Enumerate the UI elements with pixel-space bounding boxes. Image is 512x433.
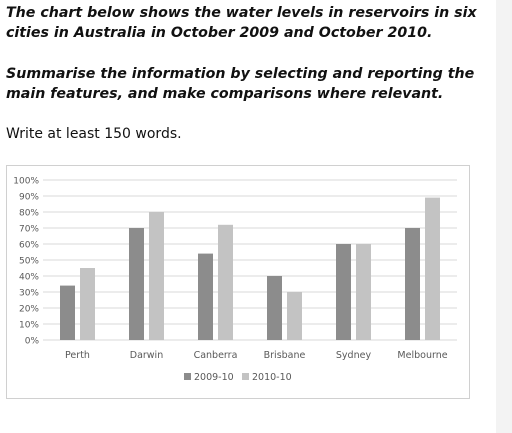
x-tick-label: Canberra [194, 350, 238, 361]
task-summary-instruction: Summarise the information by selecting a… [6, 66, 475, 102]
y-tick-label: 50% [19, 257, 39, 267]
bar-2009-10-sydney [336, 244, 351, 340]
y-tick-label: 100% [13, 177, 39, 187]
y-tick-label: 70% [19, 225, 39, 235]
y-tick-label: 40% [19, 273, 39, 283]
bar-2010-10-darwin [149, 212, 164, 340]
bar-2010-10-melbourne [425, 197, 440, 340]
y-tick-label: 0% [25, 337, 40, 347]
bar-2010-10-brisbane [287, 292, 302, 340]
y-tick-label: 60% [19, 241, 39, 251]
bar-2009-10-perth [60, 285, 75, 340]
chart-container: 0% 10% 20% 30% 40% 50% 60% 70% 80% 90% 100% Perth Da… [6, 165, 470, 399]
legend-swatch [242, 373, 249, 380]
x-tick-label: Sydney [336, 350, 372, 361]
bar-2010-10-sydney [356, 244, 371, 340]
legend-label: 2010-10 [252, 372, 292, 383]
bar-chart: 0% 10% 20% 30% 40% 50% 60% 70% 80% 90% 100% Perth Da… [13, 177, 457, 383]
word-count-instruction: Write at least 150 words. [6, 126, 182, 142]
y-tick-label: 80% [19, 209, 39, 219]
x-tick-label: Perth [65, 350, 90, 361]
bar-2009-10-brisbane [267, 276, 282, 340]
legend-swatch [184, 373, 191, 380]
y-tick-label: 30% [19, 289, 39, 299]
bar-2010-10-canberra [218, 224, 233, 340]
x-tick-label: Brisbane [264, 350, 306, 361]
bar-2009-10-melbourne [405, 228, 420, 340]
y-tick-label: 20% [19, 305, 39, 315]
x-tick-label: Melbourne [397, 350, 447, 361]
y-tick-label: 90% [19, 193, 39, 203]
y-tick-label: 10% [19, 321, 39, 331]
x-tick-label: Darwin [130, 350, 163, 361]
bar-2009-10-darwin [129, 228, 144, 340]
scroll-margin [496, 0, 512, 433]
bar-2009-10-canberra [198, 253, 213, 340]
bar-2010-10-perth [80, 268, 95, 340]
task-prompt: The chart below shows the water levels i… [6, 5, 477, 41]
content-area: The chart below shows the water levels i… [6, 5, 477, 399]
legend-label: 2009-10 [194, 372, 234, 383]
